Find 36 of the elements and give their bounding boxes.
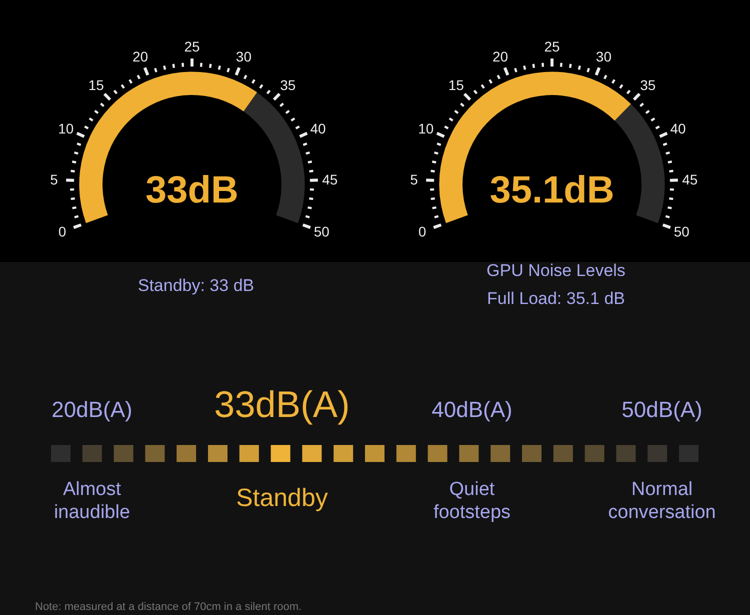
text: 40	[670, 120, 686, 136]
data-label: 33dB	[146, 170, 238, 212]
text: 20	[492, 48, 508, 65]
text: 35	[640, 77, 656, 94]
text: 10	[418, 120, 434, 136]
text: 15	[88, 77, 104, 94]
text: GPU Noise Levels	[486, 261, 626, 280]
text: Full Load: 35.1 dB	[487, 289, 625, 308]
category-label: 33dB(A)	[214, 384, 350, 425]
data-label: 35.1dB	[490, 170, 614, 212]
text: 25	[184, 38, 200, 54]
category-label: 40dB(A)	[432, 397, 512, 422]
text: Quiet footsteps	[433, 479, 511, 523]
text: Normal conversation	[608, 479, 716, 523]
text: 50	[674, 224, 690, 240]
text: 10	[58, 120, 74, 136]
text: 15	[448, 77, 464, 94]
text: Standby	[236, 484, 328, 512]
text: 0	[418, 224, 426, 240]
text: 25	[544, 38, 560, 54]
text: 45	[682, 172, 698, 188]
text: 20	[132, 48, 148, 65]
text: 0	[58, 224, 66, 240]
text: 30	[596, 48, 612, 65]
text: Almost inaudible	[54, 479, 130, 523]
text: 30	[236, 48, 252, 65]
text: 35	[280, 77, 296, 94]
category-label: 50dB(A)	[622, 397, 702, 422]
text: 5	[50, 172, 58, 188]
text: 5	[410, 172, 418, 188]
category-label: 20dB(A)	[52, 397, 132, 422]
text: 45	[322, 172, 338, 188]
text: Standby: 33 dB	[138, 276, 254, 295]
text: 50	[314, 224, 330, 240]
text: Note: measured at a distance of 70cm in a silent room.	[35, 601, 302, 613]
text: 40	[310, 120, 326, 136]
